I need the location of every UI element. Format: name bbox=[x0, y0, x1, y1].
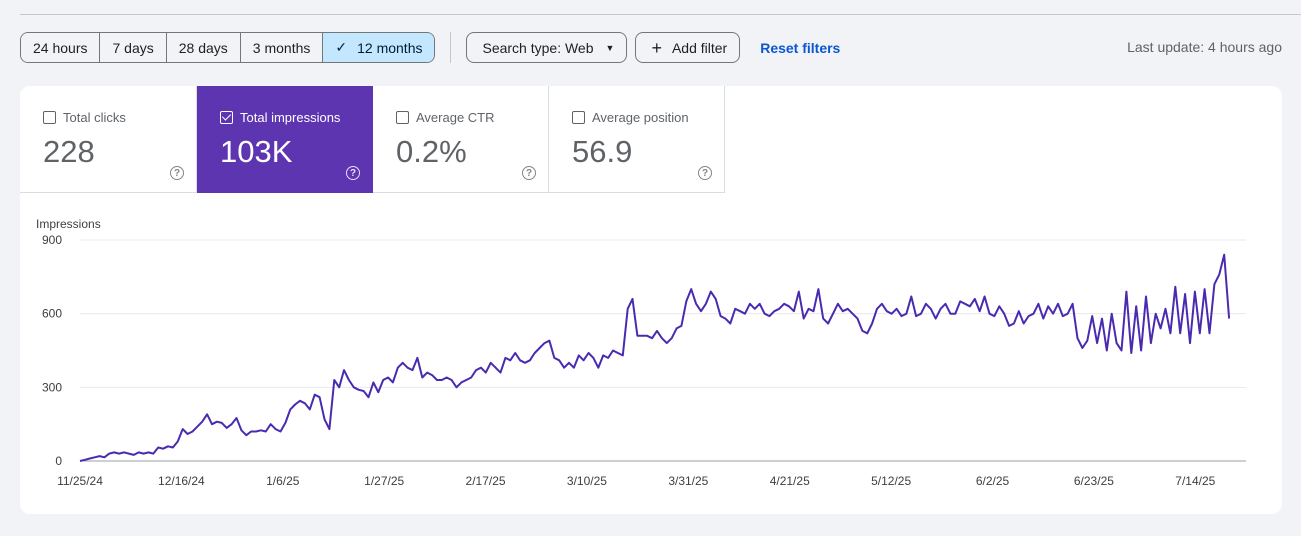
metric-value: 228 bbox=[43, 134, 95, 169]
metric-average-ctr[interactable]: Average CTR 0.2% ? bbox=[373, 86, 549, 193]
metric-value: 103K bbox=[220, 134, 293, 169]
metric-label: Total clicks bbox=[63, 110, 126, 125]
add-filter-label: Add filter bbox=[671, 39, 728, 56]
range-3-months[interactable]: 3 months bbox=[240, 33, 324, 62]
y-tick-label: 600 bbox=[42, 307, 62, 321]
metric-value: 56.9 bbox=[572, 134, 633, 169]
add-filter-button[interactable]: + Add filter bbox=[635, 32, 741, 63]
top-divider bbox=[20, 14, 1301, 15]
y-tick-label: 300 bbox=[42, 380, 62, 394]
x-tick-label: 5/12/25 bbox=[871, 474, 911, 488]
impressions-series-line bbox=[79, 253, 1231, 462]
x-tick-label: 4/21/25 bbox=[770, 474, 810, 488]
impressions-chart: Impressions 0 300 600 900 11/25/24 12/16/24 1/6… bbox=[36, 217, 1246, 488]
x-tick-label: 3/31/25 bbox=[668, 474, 708, 488]
toolbar-divider bbox=[450, 32, 452, 63]
range-28-days[interactable]: 28 days bbox=[166, 33, 241, 62]
range-label: 28 days bbox=[178, 39, 228, 56]
y-tick-label: 0 bbox=[55, 454, 62, 468]
checkbox-icon[interactable] bbox=[43, 111, 56, 124]
caret-down-icon: ▼ bbox=[605, 42, 615, 53]
plus-icon: + bbox=[651, 37, 662, 58]
range-24-hours[interactable]: 24 hours bbox=[21, 33, 101, 62]
help-icon[interactable]: ? bbox=[522, 166, 536, 180]
last-update-text: Last update: 4 hours ago bbox=[1127, 39, 1282, 55]
search-type-label: Search type: Web bbox=[482, 39, 594, 56]
y-axis-label: Impressions bbox=[36, 217, 101, 231]
range-label: 3 months bbox=[252, 39, 311, 56]
range-label: 12 months bbox=[357, 39, 423, 56]
x-tick-label: 3/10/25 bbox=[567, 474, 607, 488]
filter-toolbar: 24 hours 7 days 28 days 3 months ✓ 12 mon… bbox=[20, 32, 840, 63]
y-tick-label: 900 bbox=[42, 233, 62, 247]
x-tick-label: 11/25/24 bbox=[57, 474, 103, 488]
metric-value: 0.2% bbox=[396, 134, 467, 169]
x-tick-label: 6/23/25 bbox=[1074, 474, 1114, 488]
search-type-dropdown[interactable]: Search type: Web ▼ bbox=[466, 32, 628, 63]
range-12-months[interactable]: ✓ 12 months bbox=[323, 33, 435, 62]
date-range-selector: 24 hours 7 days 28 days 3 months ✓ 12 mon… bbox=[20, 32, 436, 63]
x-tick-label: 1/6/25 bbox=[266, 474, 300, 488]
checkbox-icon[interactable] bbox=[396, 111, 409, 124]
range-label: 7 days bbox=[112, 39, 154, 56]
metric-total-impressions[interactable]: Total impressions 103K ? bbox=[197, 86, 373, 193]
help-icon[interactable]: ? bbox=[698, 166, 712, 180]
x-tick-label: 6/2/25 bbox=[976, 474, 1010, 488]
metric-label: Total impressions bbox=[240, 110, 341, 125]
range-7-days[interactable]: 7 days bbox=[100, 33, 167, 62]
check-icon: ✓ bbox=[335, 39, 348, 55]
checkbox-checked-icon[interactable] bbox=[220, 111, 233, 124]
metric-tiles: Total clicks 228 ? Total impressions 103… bbox=[20, 86, 725, 193]
range-label: 24 hours bbox=[33, 39, 88, 56]
help-icon[interactable]: ? bbox=[170, 166, 184, 180]
performance-card: Impressions 0 300 600 900 11/25/24 12/16/24 1/6… bbox=[20, 86, 1282, 514]
metric-total-clicks[interactable]: Total clicks 228 ? bbox=[20, 86, 197, 193]
reset-filters-link[interactable]: Reset filters bbox=[760, 39, 841, 56]
x-tick-label: 1/27/25 bbox=[364, 474, 404, 488]
metric-average-position[interactable]: Average position 56.9 ? bbox=[549, 86, 725, 193]
metric-label: Average position bbox=[592, 110, 689, 125]
x-tick-label: 12/16/24 bbox=[158, 474, 205, 488]
help-icon[interactable]: ? bbox=[346, 166, 360, 180]
checkbox-icon[interactable] bbox=[572, 111, 585, 124]
metric-label: Average CTR bbox=[416, 110, 495, 125]
x-tick-label: 7/14/25 bbox=[1175, 474, 1215, 488]
x-tick-label: 2/17/25 bbox=[466, 474, 506, 488]
